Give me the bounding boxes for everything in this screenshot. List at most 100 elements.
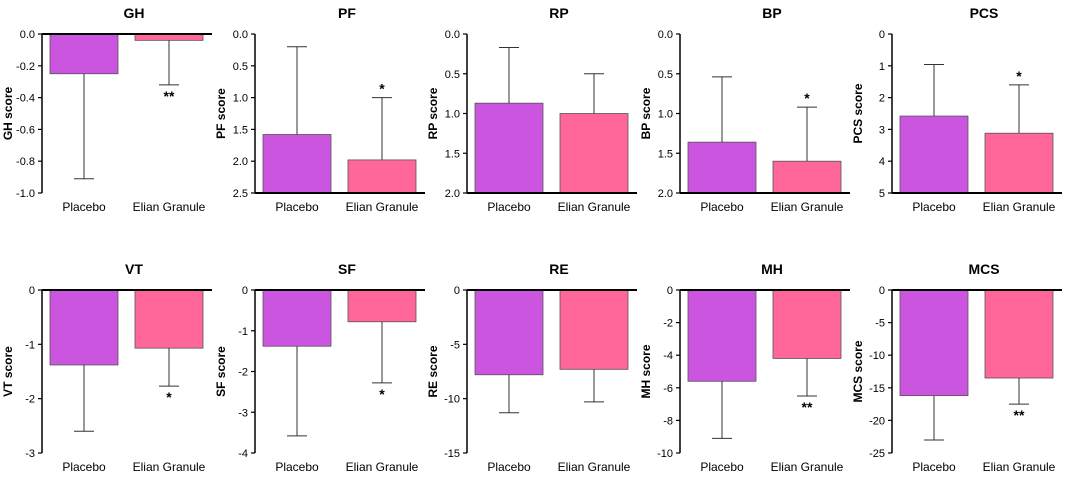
y-tick-label: 0.5 <box>658 69 673 81</box>
y-tick-label: 0.0 <box>20 29 35 41</box>
y-tick-label: -15 <box>869 383 885 395</box>
category-label: Placebo <box>487 200 531 214</box>
y-tick-label: -5 <box>875 318 885 330</box>
significance-marker: ** <box>802 399 813 415</box>
y-tick-label: -20 <box>869 415 885 427</box>
bar <box>134 289 204 349</box>
y-tick-label: -0.8 <box>16 156 35 168</box>
y-tick-label: 0 <box>879 285 885 297</box>
chart-title: MCS <box>968 261 999 277</box>
y-tick-label: -1 <box>25 339 35 351</box>
category-label: Elian Granule <box>133 460 206 474</box>
y-tick-label: 0 <box>29 285 35 297</box>
y-tick-label: -3 <box>25 448 35 460</box>
chart-title: VT <box>125 261 143 277</box>
y-tick-label: -4 <box>238 448 248 460</box>
chart-title: BP <box>762 5 781 21</box>
y-tick-label: 4 <box>879 156 885 168</box>
y-tick-label: 1.5 <box>233 124 248 136</box>
y-tick-label: 0.0 <box>445 29 460 41</box>
y-tick-label: -10 <box>869 350 885 362</box>
bar <box>899 115 969 194</box>
y-tick-label: 0 <box>879 29 885 41</box>
y-tick-label: 2.5 <box>233 188 248 200</box>
y-axis-label: BP score <box>639 87 653 139</box>
y-tick-label: -0.4 <box>16 93 35 105</box>
panel-vt: VT VT score 0 -1 -2 -3 * Placebo Elian Granule <box>1 261 212 474</box>
y-tick-label: -15 <box>444 448 460 460</box>
y-tick-label: 1 <box>879 61 885 73</box>
y-tick-label: -2 <box>25 394 35 406</box>
bar <box>984 289 1054 379</box>
y-tick-label: -1.0 <box>16 188 35 200</box>
y-tick-label: 0.0 <box>658 29 673 41</box>
y-axis-label: SF score <box>214 346 228 397</box>
y-tick-label: -10 <box>444 394 460 406</box>
panel-gh: GH GH score 0.0 -0.2 -0.4 -0.6 -0.8 -1.0 ** Place… <box>1 5 212 214</box>
category-label: Elian Granule <box>133 200 206 214</box>
panel-re: RE RE score 0 -5 -10 -15 Placebo Elian Granule <box>426 261 637 474</box>
bar <box>687 141 757 194</box>
panel-mh: MH MH score 0 -2 -4 -6 -8 -10 ** Placebo Elian Gra… <box>639 261 850 474</box>
bar <box>984 132 1054 194</box>
y-axis-label: RP score <box>426 87 440 139</box>
y-tick-label: -3 <box>238 407 248 419</box>
y-tick-label: 2 <box>879 93 885 105</box>
y-axis-label: PF score <box>214 88 228 139</box>
category-label: Elian Granule <box>983 200 1056 214</box>
y-axis-label: RE score <box>426 345 440 397</box>
category-label: Placebo <box>700 460 744 474</box>
category-label: Elian Granule <box>558 460 631 474</box>
significance-marker: * <box>379 81 385 97</box>
y-tick-label: 1.5 <box>445 148 460 160</box>
category-label: Elian Granule <box>983 460 1056 474</box>
category-label: Placebo <box>62 460 106 474</box>
bar <box>347 289 417 323</box>
panel-pcs: PCS PCS score 0 1 2 3 4 5 * Placebo Elian Granule <box>851 5 1062 214</box>
y-tick-label: 2.0 <box>445 188 460 200</box>
bar <box>474 102 544 194</box>
y-tick-label: 0 <box>242 285 248 297</box>
y-tick-label: 1.5 <box>658 148 673 160</box>
y-tick-label: -10 <box>657 448 673 460</box>
panel-rp: RP RP score 0.0 0.5 1.0 1.5 2.0 Placebo Elian Gr… <box>426 5 637 214</box>
significance-marker: * <box>804 90 810 106</box>
chart-title: PCS <box>970 5 999 21</box>
panel-bp: BP BP score 0.0 0.5 1.0 1.5 2.0 * Placebo Elian G… <box>639 5 850 214</box>
category-label: Placebo <box>487 460 531 474</box>
significance-marker: ** <box>164 88 175 104</box>
y-axis-label: VT score <box>1 346 15 397</box>
category-label: Elian Granule <box>558 200 631 214</box>
y-tick-label: -8 <box>663 415 673 427</box>
y-tick-label: -5 <box>450 339 460 351</box>
y-tick-label: 2.0 <box>658 188 673 200</box>
bar <box>262 289 332 347</box>
panel-sf: SF SF score 0 -1 -2 -3 -4 * Placebo Elian Granule <box>214 261 425 474</box>
category-label: Elian Granule <box>771 460 844 474</box>
y-tick-label: 1.0 <box>445 109 460 121</box>
y-tick-label: 0 <box>667 285 673 297</box>
chart-title: PF <box>338 5 356 21</box>
bar <box>49 289 119 366</box>
y-tick-label: -0.6 <box>16 124 35 136</box>
y-tick-label: 3 <box>879 124 885 136</box>
y-tick-label: -0.2 <box>16 61 35 73</box>
bar <box>262 134 332 194</box>
y-axis-label: MH score <box>639 344 653 398</box>
category-label: Elian Granule <box>771 200 844 214</box>
y-axis-label: GH score <box>1 86 15 140</box>
y-axis-label: PCS score <box>851 83 865 143</box>
bar <box>474 289 544 376</box>
bar <box>559 289 629 370</box>
y-tick-label: -6 <box>663 383 673 395</box>
chart-title: GH <box>124 5 145 21</box>
y-tick-label: 0 <box>454 285 460 297</box>
category-label: Placebo <box>275 200 319 214</box>
y-axis-label: MCS score <box>851 340 865 402</box>
chart-title: RE <box>549 261 568 277</box>
y-tick-label: 0.5 <box>233 61 248 73</box>
category-label: Placebo <box>912 460 956 474</box>
category-label: Placebo <box>700 200 744 214</box>
category-label: Placebo <box>62 200 106 214</box>
